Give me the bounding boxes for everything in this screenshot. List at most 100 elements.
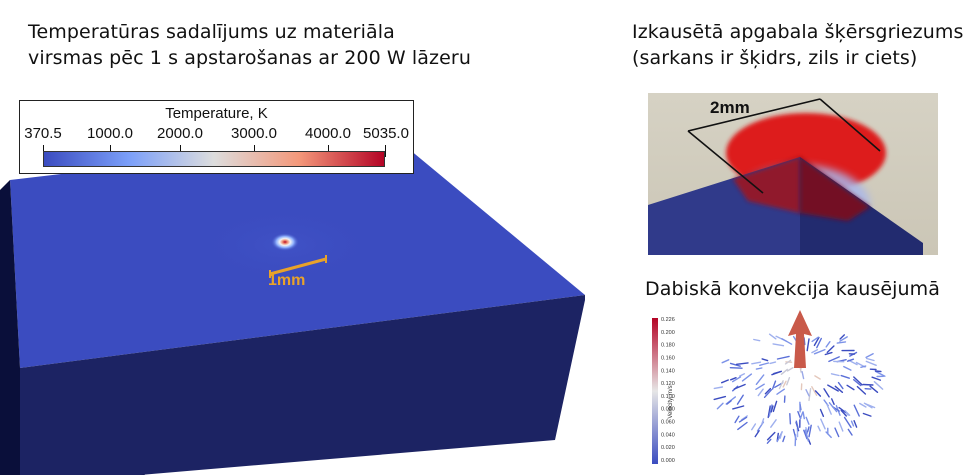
velocity-arrow (816, 337, 823, 349)
velocity-arrow (837, 381, 844, 390)
velocity-tick-label: 0.080 (661, 407, 675, 413)
convection-title-text: Dabiskā konvekcija kausējumā (645, 278, 941, 300)
velocity-arrow (853, 419, 858, 428)
legend-tick-label: 4000.0 (305, 125, 351, 142)
velocity-arrow (805, 416, 810, 425)
main-title-line1: Temperatūras sadalījums uz materiāla (28, 21, 395, 43)
velocity-arrow (786, 367, 794, 372)
legend-tick-label: 370.5 (24, 125, 62, 142)
velocity-arrow (736, 394, 744, 405)
velocity-arrow (811, 385, 818, 397)
velocity-arrow (846, 358, 855, 362)
cross-section-view: 2mm (648, 93, 938, 255)
velocity-arrow (759, 362, 770, 366)
cross-section-scale-label: 2mm (710, 98, 750, 117)
velocity-arrow (780, 368, 789, 376)
velocity-arrow (817, 425, 821, 432)
velocity-arrow (836, 341, 847, 344)
velocity-arrow (735, 362, 749, 365)
velocity-arrow (772, 400, 778, 413)
velocity-arrow (766, 438, 772, 444)
velocity-tick-label: 0.040 (661, 432, 675, 438)
velocity-arrow (782, 435, 786, 443)
scale-bar-label: 1mm (268, 272, 305, 289)
velocity-arrow (838, 421, 844, 432)
velocity-arrow (852, 378, 862, 387)
velocity-arrow (789, 412, 792, 425)
velocity-arrow (726, 400, 732, 405)
velocity-arrow (871, 376, 882, 381)
velocity-arrow (806, 426, 810, 433)
dimension-line (687, 130, 764, 194)
velocity-arrow (853, 376, 863, 386)
legend-colorbar (43, 151, 385, 167)
velocity-colorbar (652, 318, 658, 464)
velocity-tick-label: 0.000 (661, 458, 675, 464)
velocity-arrow (770, 405, 774, 413)
velocity-arrow (804, 429, 810, 442)
velocity-arrow (850, 420, 855, 427)
velocity-arrow (853, 404, 860, 417)
velocity-tick-label: 0.200 (661, 330, 675, 336)
velocity-arrow (826, 404, 832, 415)
velocity-arrow (864, 403, 876, 409)
velocity-arrow (750, 423, 757, 431)
velocity-arrow (806, 338, 810, 352)
velocity-arrow (782, 380, 787, 388)
velocity-tick-label: 0.100 (661, 394, 675, 400)
velocity-arrow (769, 361, 777, 365)
velocity-tick-label: 0.226 (661, 317, 675, 323)
velocity-arrow (713, 395, 727, 401)
dimension-line (819, 98, 881, 152)
velocity-arrow (825, 431, 832, 439)
velocity-arrow (761, 418, 765, 425)
velocity-arrow (828, 402, 838, 413)
melt-pool-section-right (800, 157, 870, 221)
velocity-arrow (859, 402, 867, 408)
velocity-arrow (713, 386, 724, 390)
velocity-arrow (803, 429, 808, 440)
velocity-arrow (827, 384, 839, 392)
velocity-arrow (805, 426, 809, 435)
velocity-arrow (733, 383, 746, 390)
legend-tick-label: 5035.0 (363, 125, 409, 142)
velocity-arrow (824, 351, 833, 356)
velocity-arrow (729, 367, 743, 369)
laser-hotspot (271, 233, 299, 251)
velocity-arrow (814, 375, 821, 380)
velocity-arrow (795, 420, 800, 431)
velocity-arrow (755, 383, 765, 391)
velocity-arrow (732, 405, 745, 410)
velocity-arrow (768, 404, 773, 417)
velocity-arrow (738, 373, 746, 377)
velocity-arrow (755, 367, 763, 370)
velocity-arrow (781, 338, 793, 345)
velocity-arrow (813, 348, 826, 355)
velocity-arrow (801, 371, 805, 380)
velocity-arrow (754, 429, 760, 438)
velocity-arrow (808, 424, 812, 438)
main-title-line2: virsmas pēc 1 s apstarošanas ar 200 W lā… (28, 47, 471, 69)
legend-tick-mark (385, 145, 386, 157)
scale-bar-1mm (269, 257, 327, 276)
velocity-arrow (875, 370, 886, 377)
velocity-arrow (843, 365, 852, 371)
velocity-arrow (834, 385, 844, 394)
velocity-colorbar-label: Velocity, m/s (668, 385, 674, 418)
velocity-arrow (846, 384, 855, 391)
velocity-arrow (860, 365, 867, 368)
velocity-arrow (847, 428, 853, 436)
velocity-arrow (770, 419, 777, 428)
velocity-arrow (839, 334, 846, 340)
velocity-tick-label: 0.020 (661, 445, 675, 451)
legend-title: Temperature, K (165, 105, 268, 122)
velocity-arrow (776, 388, 786, 395)
velocity-arrow (778, 380, 784, 390)
velocity-arrow (825, 341, 831, 348)
velocity-tick-label: 0.140 (661, 368, 675, 374)
velocity-arrow (721, 359, 730, 364)
velocity-arrow (768, 333, 777, 340)
cross-section-title-line2: (sarkans ir šķidrs, zils ir ciets) (632, 47, 918, 69)
velocity-arrow (764, 387, 772, 395)
velocity-arrow (757, 388, 764, 397)
